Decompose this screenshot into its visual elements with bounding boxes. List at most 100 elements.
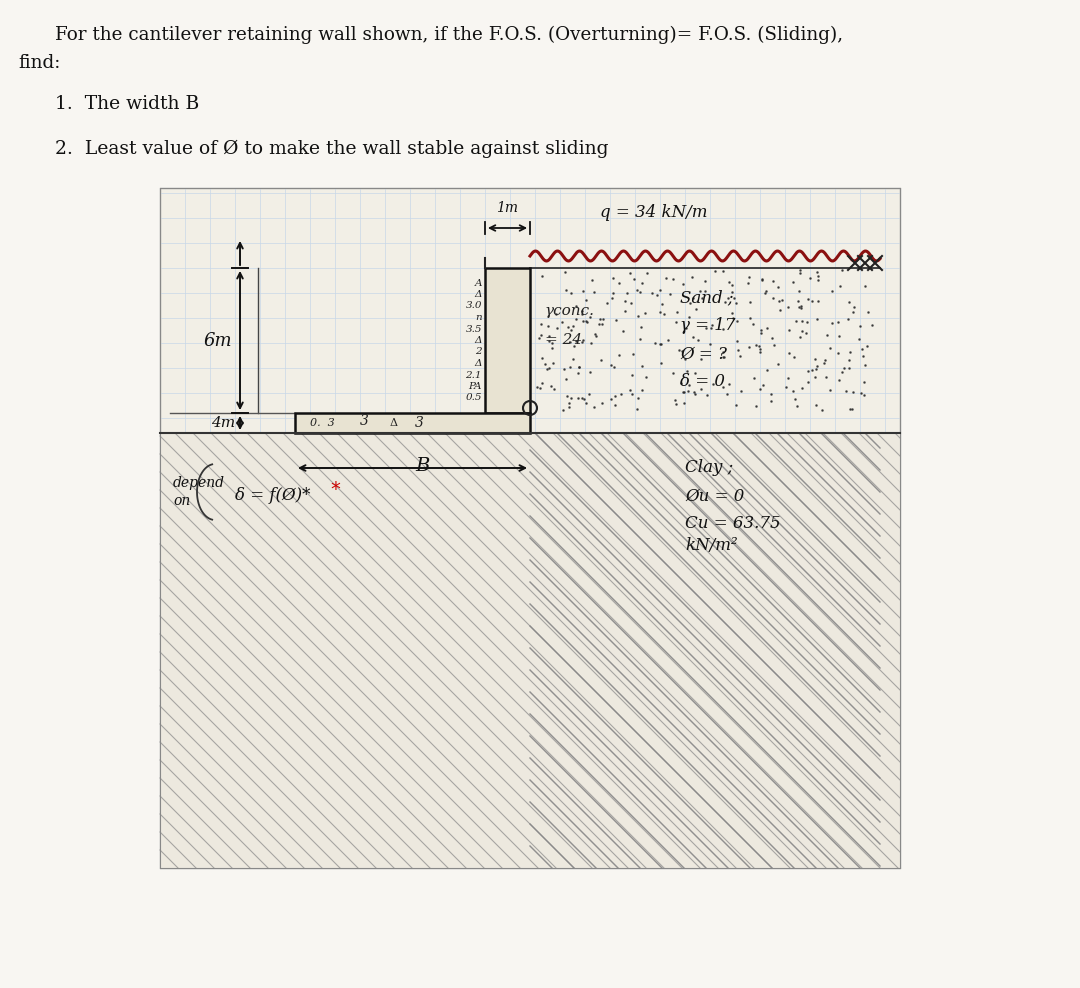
Point xyxy=(793,298,810,314)
Point xyxy=(598,295,616,311)
Point xyxy=(831,279,848,294)
Point xyxy=(624,346,642,362)
Text: δ = 0: δ = 0 xyxy=(680,373,725,390)
Text: 3.0: 3.0 xyxy=(465,301,482,310)
Point xyxy=(557,283,575,298)
Point xyxy=(731,348,748,364)
Point xyxy=(627,283,645,298)
Point xyxy=(638,370,656,385)
Point xyxy=(791,299,808,315)
Point xyxy=(629,401,646,417)
Point xyxy=(616,292,633,308)
Point xyxy=(792,265,809,281)
Point xyxy=(575,332,592,348)
Point xyxy=(791,263,808,279)
Point xyxy=(634,382,651,398)
Point xyxy=(685,289,702,305)
Text: kN/m²: kN/m² xyxy=(685,536,738,553)
Point xyxy=(632,319,649,335)
Point xyxy=(715,263,732,279)
Text: B: B xyxy=(416,457,430,475)
Text: 3: 3 xyxy=(415,416,423,430)
Point xyxy=(578,395,595,411)
Point xyxy=(755,377,772,393)
Point xyxy=(706,264,724,280)
Point xyxy=(578,292,595,308)
Point xyxy=(543,340,561,356)
Point xyxy=(667,396,685,412)
Point xyxy=(756,285,773,300)
Point xyxy=(794,313,811,329)
Point xyxy=(603,391,620,407)
Point xyxy=(649,287,666,302)
Point xyxy=(573,303,591,319)
Point xyxy=(594,316,611,332)
Point xyxy=(573,334,591,350)
Point xyxy=(702,320,719,336)
Point xyxy=(764,274,781,289)
Point xyxy=(540,318,557,334)
Text: q = 34 kN/m: q = 34 kN/m xyxy=(600,205,707,221)
Point xyxy=(841,344,859,360)
Point xyxy=(809,359,826,374)
Point xyxy=(698,320,715,336)
Point xyxy=(677,320,694,336)
Point xyxy=(692,351,710,367)
Point xyxy=(770,280,787,295)
Point xyxy=(839,311,856,327)
Point xyxy=(565,352,582,368)
Point xyxy=(567,333,584,349)
Point xyxy=(845,384,862,400)
Point xyxy=(831,372,848,388)
Point xyxy=(575,284,592,299)
Point xyxy=(788,398,806,414)
Point xyxy=(531,379,549,395)
Point xyxy=(569,366,586,381)
Point xyxy=(816,352,834,368)
Point xyxy=(678,363,696,378)
Point xyxy=(586,326,604,342)
Point xyxy=(781,345,798,361)
Point xyxy=(703,317,720,333)
Point xyxy=(688,300,705,316)
Point xyxy=(725,310,742,326)
Point xyxy=(669,303,686,319)
Point xyxy=(829,313,847,329)
Point xyxy=(532,316,550,332)
Point xyxy=(633,359,650,374)
Point xyxy=(821,381,838,397)
Point xyxy=(719,290,737,306)
Point xyxy=(754,271,771,287)
Point xyxy=(542,378,559,394)
Text: 3: 3 xyxy=(360,414,369,428)
Point xyxy=(833,364,850,379)
Text: Clay ;: Clay ; xyxy=(685,459,733,476)
Point xyxy=(652,304,670,320)
Point xyxy=(664,271,681,287)
Point xyxy=(576,391,593,407)
Point xyxy=(567,311,584,327)
Point xyxy=(819,327,836,343)
Point xyxy=(843,401,861,417)
Point xyxy=(592,353,609,369)
Point xyxy=(740,275,757,290)
Point xyxy=(604,270,621,286)
Point xyxy=(757,283,774,298)
Point xyxy=(833,262,850,278)
Point xyxy=(780,322,797,338)
Text: Δ: Δ xyxy=(474,359,482,368)
Text: Sand ;: Sand ; xyxy=(680,289,733,306)
Text: 6m: 6m xyxy=(204,332,232,350)
Point xyxy=(544,356,562,371)
Point xyxy=(608,312,625,328)
Point xyxy=(556,264,573,280)
Point xyxy=(690,332,707,348)
Point xyxy=(727,294,744,310)
Point xyxy=(766,337,783,353)
Point xyxy=(590,316,607,332)
Point xyxy=(860,304,877,320)
Point xyxy=(808,264,825,280)
Point xyxy=(634,275,651,290)
Point xyxy=(720,375,738,391)
Point xyxy=(569,389,586,405)
